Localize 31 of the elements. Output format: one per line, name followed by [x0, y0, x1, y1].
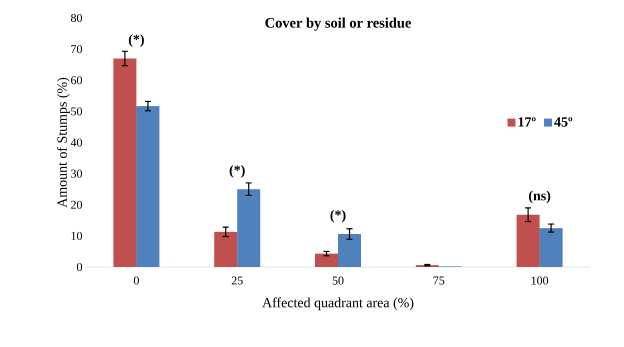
y-tick-label: 0 — [76, 262, 82, 272]
bar — [237, 189, 260, 267]
bar — [516, 214, 540, 267]
x-tick-label: 25 — [232, 276, 243, 285]
bar — [338, 234, 362, 267]
x-axis-title: Affected quadrant area (%) — [262, 297, 414, 310]
y-tick-label: 10 — [72, 232, 82, 240]
y-tick-label: 30 — [71, 170, 82, 178]
bar — [136, 106, 160, 267]
bar — [214, 232, 238, 267]
x-tick-label: 50 — [332, 276, 344, 285]
y-axis-title: Amount of Stumps (%) — [56, 78, 70, 208]
annotation: (*) — [230, 165, 245, 178]
y-tick-label: 20 — [71, 200, 82, 209]
legend-label: 17º — [518, 117, 536, 126]
y-tick-label: 60 — [71, 76, 82, 84]
annotation: (ns) — [528, 190, 550, 204]
y-tick-label: 80 — [70, 14, 82, 22]
annotation: (*) — [330, 210, 346, 222]
legend-label: 45º — [554, 117, 572, 127]
bar — [540, 228, 563, 267]
x-tick-label: 100 — [532, 276, 548, 285]
bar — [315, 254, 338, 267]
annotation: (*) — [128, 34, 144, 47]
x-tick-label: 75 — [434, 276, 444, 284]
bar — [113, 58, 136, 267]
y-tick-label: 70 — [71, 45, 82, 54]
x-tick-label: 0 — [134, 276, 139, 285]
y-tick-label: 40 — [70, 138, 82, 147]
chart-title: Cover by soil or residue — [265, 18, 411, 31]
y-tick-label: 50 — [71, 107, 82, 116]
